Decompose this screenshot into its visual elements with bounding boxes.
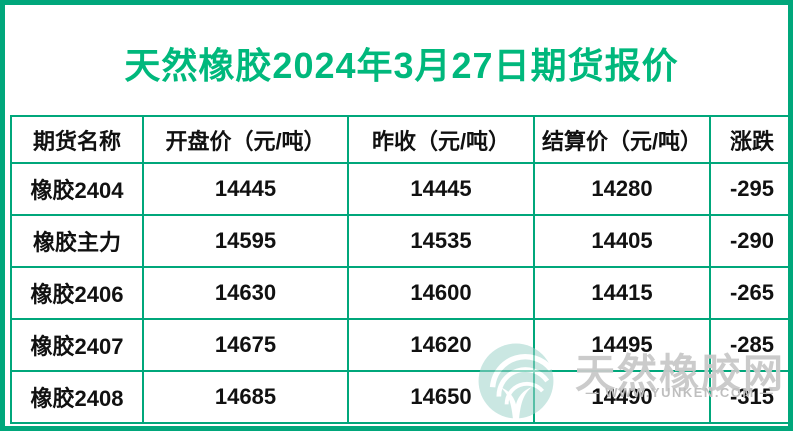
open-price: 14445 (142, 162, 349, 216)
col-header-name: 期货名称 (10, 115, 144, 164)
open-price: 14630 (142, 266, 349, 320)
table-header-row: 期货名称 开盘价（元/吨） 昨收（元/吨） 结算价（元/吨） 涨跌 (10, 115, 793, 164)
title-band: 天然橡胶2024年3月27日期货报价 (10, 10, 793, 115)
open-price: 14595 (142, 214, 349, 268)
settlement-price: 14415 (533, 266, 711, 320)
table-row: 橡胶2406 14630 14600 14415 -265 (10, 266, 793, 320)
col-header-change: 涨跌 (709, 115, 793, 164)
settlement-price: 14405 (533, 214, 711, 268)
change-value: -285 (709, 318, 793, 372)
contract-name: 橡胶2407 (10, 318, 144, 372)
prev-close-price: 14535 (347, 214, 535, 268)
futures-quotes-table: 期货名称 开盘价（元/吨） 昨收（元/吨） 结算价（元/吨） 涨跌 橡胶2404… (10, 115, 793, 424)
col-header-open: 开盘价（元/吨） (142, 115, 349, 164)
prev-close-price: 14650 (347, 370, 535, 424)
contract-name: 橡胶2406 (10, 266, 144, 320)
contract-name: 橡胶2404 (10, 162, 144, 216)
table-row: 橡胶2408 14685 14650 14490 -315 (10, 370, 793, 424)
table-row: 橡胶2407 14675 14620 14495 -285 (10, 318, 793, 372)
settlement-price: 14495 (533, 318, 711, 372)
open-price: 14685 (142, 370, 349, 424)
change-value: -265 (709, 266, 793, 320)
table-row: 橡胶主力 14595 14535 14405 -290 (10, 214, 793, 268)
col-header-prev-close: 昨收（元/吨） (347, 115, 535, 164)
settlement-price: 14280 (533, 162, 711, 216)
page-title: 天然橡胶2024年3月27日期货报价 (124, 44, 679, 86)
prev-close-price: 14600 (347, 266, 535, 320)
change-value: -295 (709, 162, 793, 216)
contract-name: 橡胶2408 (10, 370, 144, 424)
prev-close-price: 14620 (347, 318, 535, 372)
col-header-settle: 结算价（元/吨） (533, 115, 711, 164)
change-value: -290 (709, 214, 793, 268)
settlement-price: 14490 (533, 370, 711, 424)
change-value: -315 (709, 370, 793, 424)
prev-close-price: 14445 (347, 162, 535, 216)
table-row: 橡胶2404 14445 14445 14280 -295 (10, 162, 793, 216)
contract-name: 橡胶主力 (10, 214, 144, 268)
open-price: 14675 (142, 318, 349, 372)
